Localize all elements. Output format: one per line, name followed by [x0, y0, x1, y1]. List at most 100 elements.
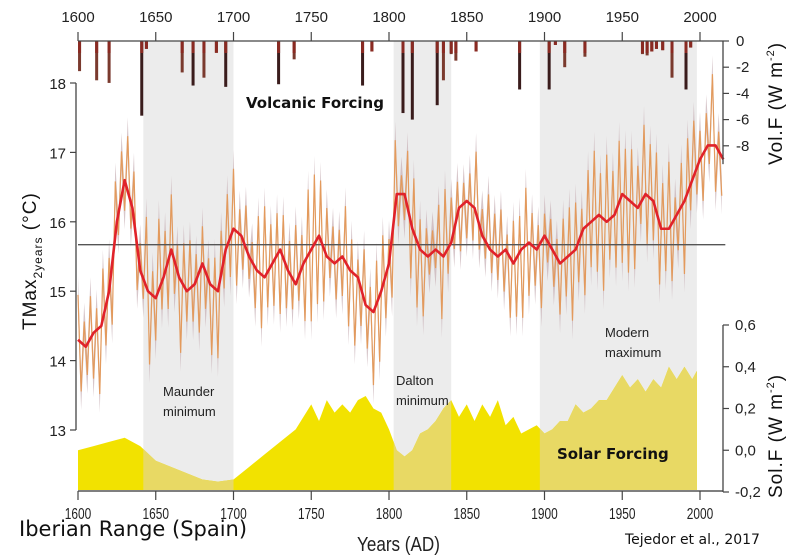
volcanic-event-bar-top [107, 41, 111, 53]
volcanic-event-bar-top [214, 41, 218, 53]
temperature-y-tick-label: 17 [49, 145, 66, 162]
volcanic-event-bar-top [401, 41, 405, 53]
volcanic-event-bar-top [553, 41, 557, 45]
temperature-y-tick-label: 15 [49, 284, 66, 301]
solar-forcing-panel [78, 366, 697, 490]
temperature-y-tick-label: 16 [49, 215, 66, 232]
region-label: Iberian Range (Spain) [19, 517, 247, 541]
volcanic-event-bar-top [563, 41, 567, 53]
dalton-minimum-label-line1: Dalton [396, 373, 434, 388]
bottom-x-tick-label: 1850 [454, 506, 481, 523]
volcanic-event-bar [224, 41, 228, 87]
volcanic-event-bar-top [277, 41, 281, 53]
solar-y-tick-label: -0,2 [735, 484, 761, 501]
volcanic-event-bar [191, 41, 195, 86]
volcanic-event-bar [670, 41, 674, 78]
top-x-tick-label: 1700 [217, 9, 250, 26]
top-x-tick-label: 1800 [372, 9, 405, 26]
temperature-y-tick-label: 14 [49, 354, 66, 371]
bottom-x-tick-label: 1700 [220, 506, 247, 523]
volcanic-event-bar-top [654, 41, 658, 49]
volcanic-event-bar [518, 41, 522, 90]
temperature-y-tick-label: 18 [49, 76, 66, 93]
solar-forcing-area-shaded [393, 400, 452, 490]
bottom-x-tick-label: 1650 [143, 506, 170, 523]
volcanic-event-bar [435, 41, 439, 106]
volcanic-event-bar [410, 41, 414, 120]
volcanic-event-bar [547, 41, 551, 90]
modern-maximum-label-line1: Modern [605, 325, 649, 340]
volcanic-event-bar-top [645, 41, 649, 53]
solar-forcing-area-shaded [143, 448, 234, 490]
temperature-smoothed-line [77, 144, 725, 349]
volcanic-axis-title: Vol.F (W m-2) [765, 42, 787, 165]
citation-label: Tejedor et al., 2017 [624, 532, 760, 548]
volcanic-event-bar-top [180, 41, 184, 53]
top-x-tick-label: 1650 [139, 9, 172, 26]
x-axis-title: Years (AD) [357, 533, 440, 556]
volcanic-event-bar-top [191, 41, 195, 53]
top-x-tick-label: 1750 [295, 9, 328, 26]
volcanic-event-bar [107, 41, 111, 83]
axes: 1600 1650 1700 1750 1800 1850 1900 1950 20001600… [49, 9, 761, 522]
solar-y-tick-label: 0,0 [735, 442, 756, 459]
volcanic-event-bar [401, 41, 405, 114]
volcanic-y-tick-label: -4 [736, 85, 749, 102]
volcanic-event-bar-top [640, 41, 644, 53]
modern-maximum-label-line2: maximum [605, 345, 661, 360]
volcanic-event-bar-top [650, 41, 654, 52]
temperature-axis-title: TMax2years (°C) [20, 192, 45, 330]
volcanic-y-tick-label: -6 [736, 112, 749, 129]
bottom-x-tick-label: 1600 [65, 506, 92, 523]
bottom-x-tick-label: 1800 [376, 506, 403, 523]
bottom-x-tick-label: 1950 [609, 506, 636, 523]
volcanic-y-tick-label: -2 [736, 59, 749, 76]
volcanic-y-tick-label: -8 [736, 138, 749, 155]
volcanic-event-bar-top [441, 41, 445, 53]
bottom-x-tick-label: 1750 [298, 506, 325, 523]
volcanic-event-bar-top [670, 41, 674, 53]
top-x-tick-label: 1600 [61, 9, 94, 26]
volcanic-event-bar-top [518, 41, 522, 53]
volcanic-forcing-label: Volcanic Forcing [246, 94, 384, 112]
solar-y-tick-label: 0,2 [735, 401, 756, 418]
solar-forcing-label: Solar Forcing [557, 445, 669, 463]
volcanic-event-bar [361, 41, 365, 86]
maunder-minimum-label-line2: minimum [163, 404, 216, 419]
volcanic-event-bar [140, 41, 144, 116]
volcanic-event-bar-top [449, 41, 453, 53]
volcanic-event-bar [684, 41, 688, 90]
dalton-minimum-label-line2: minimum [396, 393, 449, 408]
top-x-tick-label: 1900 [528, 9, 561, 26]
bottom-x-tick-label: 2000 [687, 506, 714, 523]
temperature-panel [77, 55, 726, 413]
volcanic-event-bar-top [78, 41, 82, 53]
top-x-tick-label: 1950 [606, 9, 639, 26]
bottom-x-tick-label: 1900 [531, 506, 558, 523]
volcanic-event-bar [441, 41, 445, 81]
temperature-raw-line [77, 74, 723, 395]
volcanic-event-bar [95, 41, 99, 81]
volcanic-event-bar-top [435, 41, 439, 53]
volcanic-event-bar [78, 41, 82, 72]
volcanic-event-bar-top [292, 41, 296, 53]
solar-axis-title: Sol.F (W m-2) [765, 374, 787, 498]
volcanic-event-bar-top [684, 41, 688, 53]
volcanic-event-bar-top [202, 41, 206, 53]
volcanic-event-bar [180, 41, 184, 73]
volcanic-y-tick-label: 0 [736, 33, 744, 50]
volcanic-event-bar-top [661, 41, 665, 51]
volcanic-event-bar-top [140, 41, 144, 53]
maunder-minimum-label-line1: Maunder [163, 384, 215, 399]
volcanic-event-bar-top [224, 41, 228, 53]
volcanic-event-bar-top [361, 41, 365, 53]
top-x-tick-label: 1850 [450, 9, 483, 26]
volcanic-event-bar-top [689, 41, 693, 48]
volcanic-event-bar [563, 41, 567, 68]
top-x-tick-label: 2000 [683, 9, 716, 26]
volcanic-forcing-panel [78, 41, 693, 120]
temperature-y-tick-label: 13 [49, 423, 66, 440]
volcanic-event-bar-top [454, 41, 458, 53]
volcanic-event-bar-top [144, 41, 148, 49]
